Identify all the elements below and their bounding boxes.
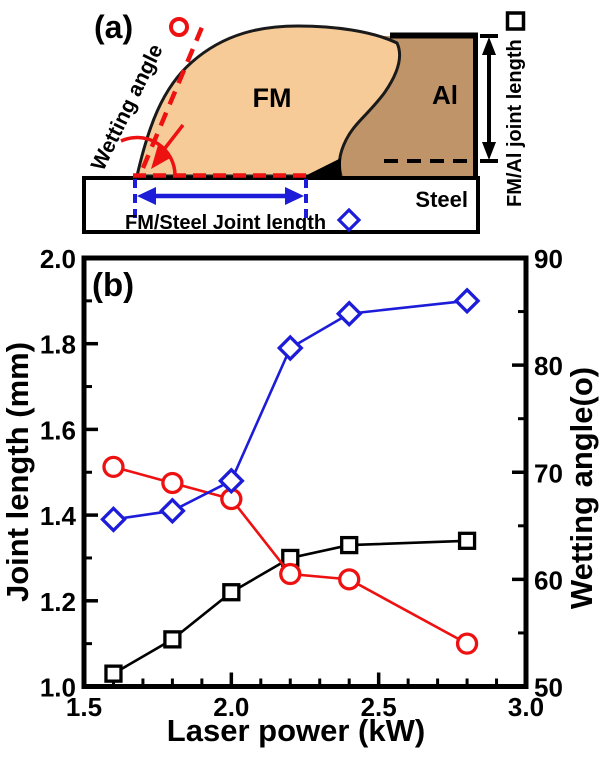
square-marker <box>163 630 182 649</box>
diamond-marker <box>217 467 245 495</box>
series-line-square <box>112 539 468 675</box>
fm-al-foot-wedge <box>303 158 341 177</box>
x-axis-title: Laser power (kW) <box>167 713 425 748</box>
left-tick-label: 1.0 <box>40 673 76 703</box>
left-tick-label: 2.0 <box>40 244 76 274</box>
square-marker <box>222 583 241 602</box>
fm-steel-joint-label: FM/Steel Joint length <box>125 212 326 234</box>
left-tick-label: 1.6 <box>40 415 76 445</box>
plot-frame <box>81 255 529 689</box>
al-region-label: Al <box>432 80 458 110</box>
fm-steel-arrow-head-left <box>137 187 156 205</box>
diamond-marker <box>276 334 304 362</box>
circle-marker <box>161 471 184 495</box>
fm-region <box>135 24 402 178</box>
left-axis-title: Joint length (mm) <box>0 342 35 602</box>
diamond-marker <box>453 287 481 315</box>
fm-region-label: FM <box>253 83 292 113</box>
wetting-angle-pointer-line <box>160 123 185 154</box>
steel-bar <box>82 176 480 234</box>
right-tick-label: 60 <box>534 565 563 595</box>
left-tick-label: 1.4 <box>40 501 77 531</box>
wetting-angle-arc <box>120 135 177 176</box>
wetting-tangent-dashed-line <box>140 19 208 169</box>
panel-b-chart: 1.5 2.0 2.5 3.0 1.0 1.2 1.4 1.6 1.8 2.0 50 60 70 80 90… <box>0 244 599 748</box>
diamond-marker-key <box>336 207 362 233</box>
wetting-angle-pointer-head <box>151 145 172 169</box>
panel-a-label: (a) <box>94 9 133 45</box>
fm-al-arrow-head-bottom <box>482 142 496 160</box>
circle-marker <box>279 562 302 586</box>
diamond-marker <box>335 300 363 328</box>
diamond-marker <box>100 506 127 533</box>
fm-al-arrow-head-top <box>482 37 496 55</box>
diamond-marker <box>159 497 186 525</box>
right-tick-label: 70 <box>534 458 563 488</box>
circle-marker <box>338 568 361 591</box>
panel-b-label: (b) <box>92 266 134 303</box>
left-tick-label: 1.2 <box>40 587 76 617</box>
x-tick-label: 3.0 <box>508 692 544 722</box>
square-marker <box>457 531 477 550</box>
right-tick-label: 80 <box>534 351 563 381</box>
x-tick-label: 2.0 <box>213 692 249 722</box>
left-tick-label: 1.8 <box>40 330 76 360</box>
square-marker <box>340 535 359 555</box>
panel-a-schematic: Wetting angle FM/Steel Joint length FM/A… <box>82 9 526 234</box>
circle-marker <box>102 455 125 479</box>
x-tick-label: 2.5 <box>361 692 397 722</box>
fm-steel-arrow-head-right <box>285 187 304 205</box>
x-tick-label: 1.5 <box>66 692 102 722</box>
circle-marker <box>455 632 479 655</box>
steel-region-label: Steel <box>415 187 468 212</box>
right-tick-label: 50 <box>534 673 563 703</box>
right-axis-title: Wetting angle(o) <box>564 367 599 609</box>
circle-marker-key <box>169 17 189 37</box>
square-marker <box>104 664 123 683</box>
square-marker-key <box>505 11 526 31</box>
right-tick-label: 90 <box>534 244 563 274</box>
fm-al-joint-label: FM/Al joint length <box>504 39 526 207</box>
chart-plot-area: 1.5 2.0 2.5 3.0 1.0 1.2 1.4 1.6 1.8 2.0 50 60 70 80 90 <box>40 244 563 722</box>
